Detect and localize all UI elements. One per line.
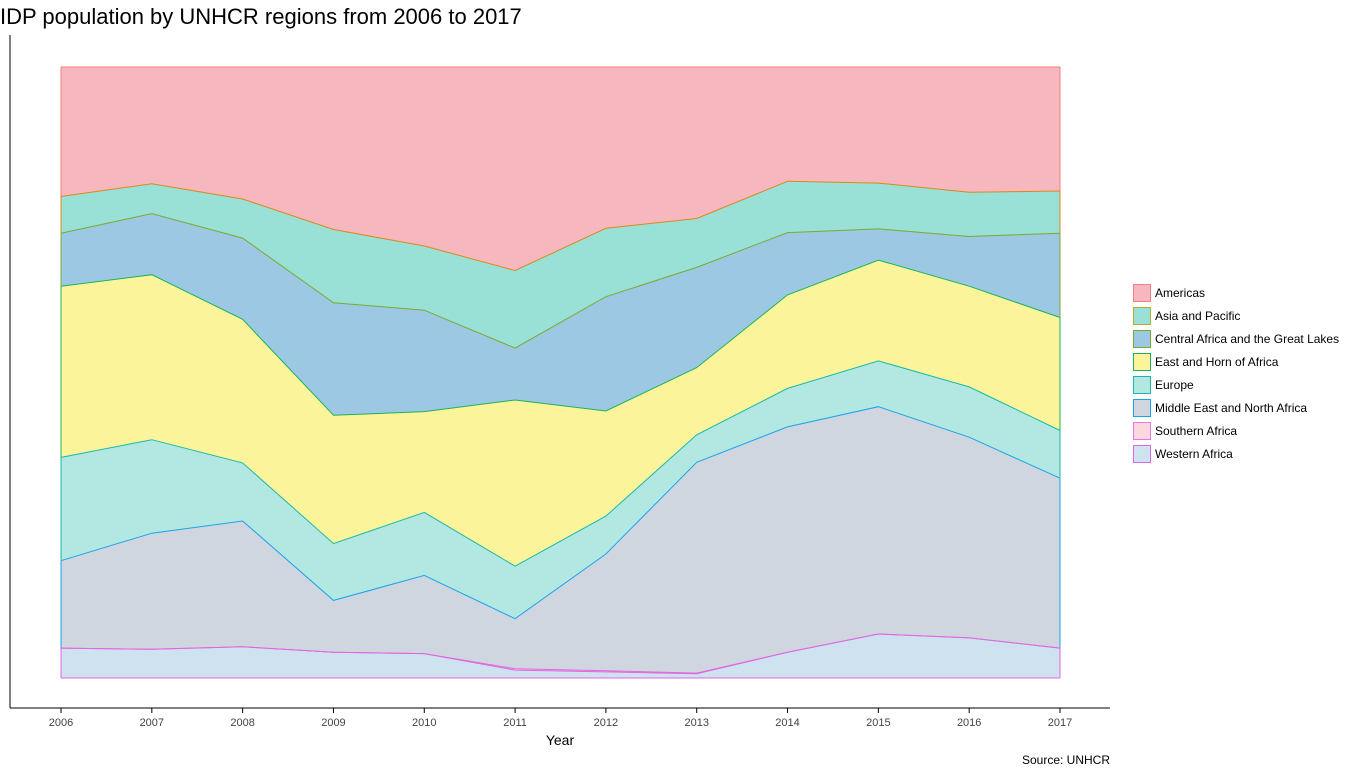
legend-swatch (1133, 283, 1151, 302)
series-line-east-and-horn-of-africa (60, 259, 1061, 416)
x-tick-label: 2007 (140, 717, 164, 729)
series-line-europe (60, 360, 1061, 567)
x-axis-title: Year (546, 732, 575, 748)
legend-item: Europe (1133, 373, 1339, 396)
x-tick-label: 2012 (594, 717, 618, 729)
legend-label: Asia and Pacific (1155, 308, 1241, 323)
series-line-central-africa-and-the-great-lakes (60, 213, 1061, 349)
legend-swatch (1133, 306, 1151, 325)
area-east-and-horn-of-africa (61, 260, 1060, 567)
legend-swatch (1133, 329, 1151, 348)
x-tick-label: 2015 (866, 717, 890, 729)
x-tick-label: 2014 (775, 717, 799, 729)
series-line-southern-africa (60, 633, 1061, 674)
legend-item: Western Africa (1133, 443, 1339, 466)
area-layers (60, 66, 1061, 679)
legend-label: Americas (1155, 285, 1206, 300)
x-axis-ticks: 2006 2007 2008 2009 2010 2011 2012 2013 2014 2015… (49, 708, 1072, 729)
x-tick-label: 2011 (503, 717, 527, 729)
x-tick-label: 2008 (230, 717, 254, 729)
legend-label: East and Horn of Africa (1155, 354, 1279, 369)
series-line-middle-east-and-north-africa (60, 406, 1061, 620)
area-europe (61, 360, 1060, 619)
legend: Americas Asia and Pacific Central Africa a… (1133, 281, 1339, 466)
area-western-africa (61, 634, 1060, 678)
legend-swatch (1133, 352, 1151, 371)
area-central-africa-and-the-great-lakes (61, 213, 1060, 416)
chart-title: IDP population by UNHCR regions from 200… (0, 4, 522, 29)
legend-item: Asia and Pacific (1133, 304, 1339, 327)
legend-swatch (1133, 399, 1151, 418)
area-middle-east-and-north-africa (61, 406, 1060, 674)
legend-item: Southern Africa (1133, 420, 1339, 443)
x-tick-label: 2009 (321, 717, 345, 729)
legend-label: Western Africa (1155, 447, 1233, 462)
legend-label: Middle East and North Africa (1155, 401, 1308, 416)
legend-label: Central Africa and the Great Lakes (1155, 331, 1340, 346)
area-americas (61, 67, 1060, 271)
legend-item: Central Africa and the Great Lakes (1133, 327, 1339, 350)
legend-item: Americas (1133, 281, 1339, 304)
legend-swatch (1133, 375, 1151, 394)
x-tick-label: 2016 (957, 717, 981, 729)
x-tick-label: 2013 (684, 717, 708, 729)
area-asia-and-pacific (61, 181, 1060, 349)
legend-label: Europe (1155, 377, 1194, 392)
legend-item: Middle East and North Africa (1133, 396, 1339, 419)
source-caption: Source: UNHCR (1021, 753, 1110, 767)
x-tick-label: 2017 (1048, 717, 1072, 729)
x-tick-label: 2010 (412, 717, 436, 729)
legend-item: East and Horn of Africa (1133, 350, 1339, 373)
legend-swatch (1133, 422, 1151, 441)
legend-swatch (1133, 445, 1151, 464)
series-line-asia-and-pacific (60, 180, 1061, 272)
legend-label: Southern Africa (1155, 424, 1238, 439)
x-tick-label: 2006 (49, 717, 73, 729)
